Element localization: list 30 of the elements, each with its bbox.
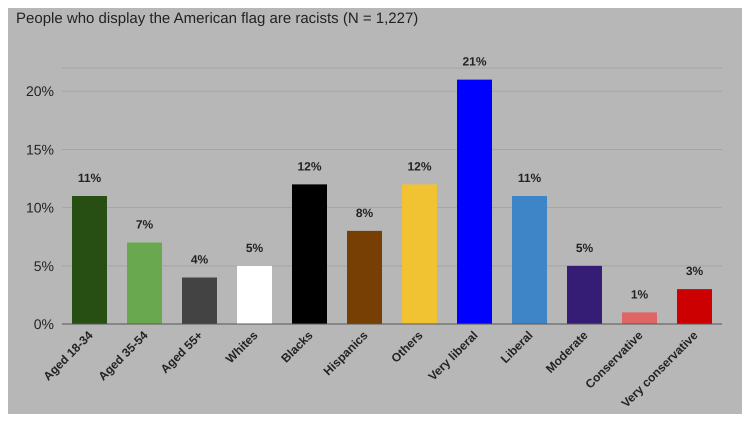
data-label: 21% bbox=[462, 54, 487, 69]
bar bbox=[457, 80, 492, 324]
data-label: 12% bbox=[407, 159, 432, 174]
data-label: 1% bbox=[630, 287, 648, 302]
y-tick-label: 5% bbox=[34, 258, 54, 274]
data-label: 11% bbox=[78, 171, 102, 185]
bar bbox=[292, 184, 327, 324]
data-label: 5% bbox=[576, 240, 594, 255]
bar bbox=[127, 242, 162, 324]
data-label: 3% bbox=[686, 264, 704, 278]
bar bbox=[622, 312, 657, 324]
chart-title: People who display the American flag are racists (N = 1,227) bbox=[16, 10, 418, 27]
y-tick-label: 20% bbox=[26, 83, 54, 100]
bar bbox=[567, 266, 602, 324]
bar bbox=[182, 277, 217, 324]
bar bbox=[72, 196, 107, 324]
data-label: 7% bbox=[136, 218, 154, 232]
data-label: 12% bbox=[297, 159, 322, 174]
y-tick-label: 15% bbox=[26, 141, 54, 158]
bar bbox=[347, 230, 382, 324]
y-tick-label: 0% bbox=[34, 316, 54, 332]
bar bbox=[512, 196, 547, 324]
bar bbox=[237, 266, 272, 324]
data-label: 5% bbox=[246, 240, 264, 255]
bar bbox=[402, 184, 437, 324]
data-label: 4% bbox=[190, 252, 208, 266]
data-label: 8% bbox=[356, 206, 374, 220]
bar bbox=[677, 289, 712, 324]
y-tick-label: 10% bbox=[26, 200, 54, 216]
data-label: 11% bbox=[518, 171, 542, 185]
